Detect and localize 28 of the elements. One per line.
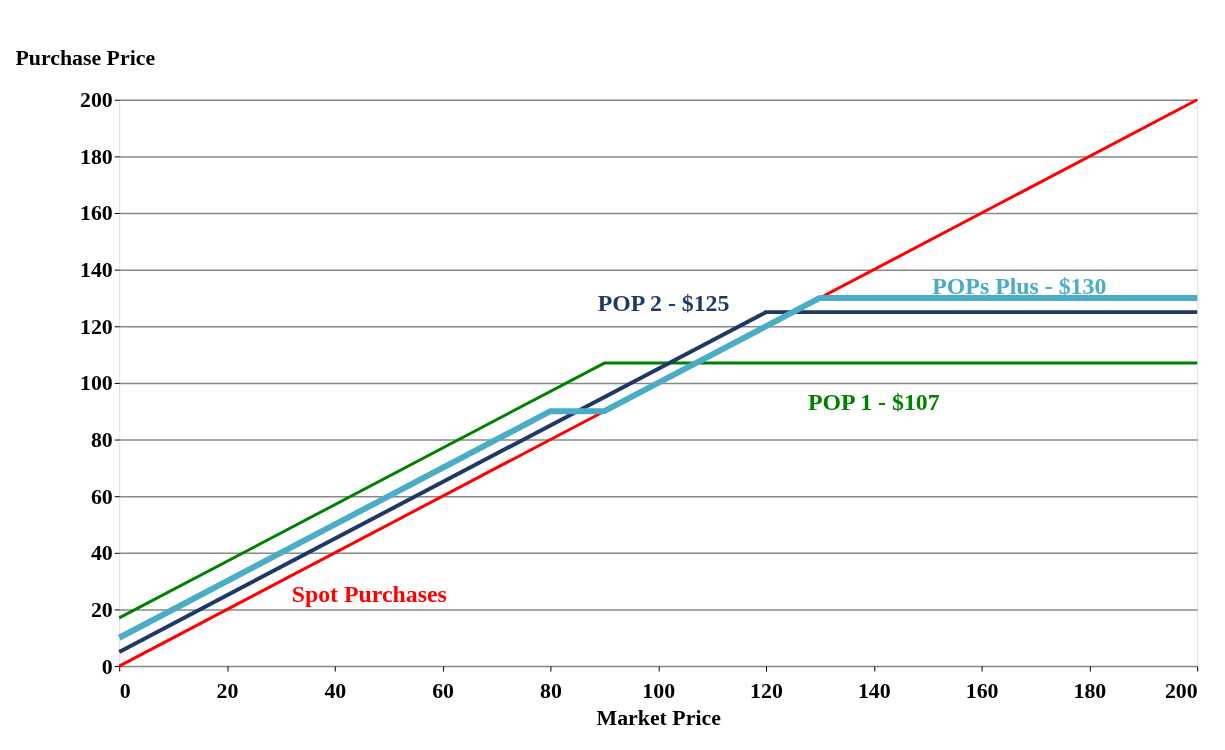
y-axis-title: Purchase Price [15,46,156,71]
x-tick-label: 140 [857,679,891,704]
y-tick-label: 80 [90,428,113,452]
x-tick-label: 40 [324,679,347,704]
y-tick-label: 40 [90,541,113,566]
x-tick-label: 20 [216,679,239,704]
y-tick-label: 120 [80,314,113,339]
y-tick-label: 100 [80,371,113,396]
x-tick-label: 180 [1073,679,1107,704]
y-tick-label: 140 [80,258,113,283]
x-tick-label: 200 [1164,679,1198,704]
series-label: POPs Plus - $130 [932,272,1107,299]
y-tick-label: 180 [80,144,113,169]
x-tick-label: 120 [750,679,783,704]
y-tick-label: 200 [80,88,113,113]
y-tick-label: 60 [90,484,113,509]
series-label: Spot Purchases [291,581,447,608]
y-tick-label: 0 [101,654,113,679]
x-tick-label: 160 [965,679,999,704]
x-axis-title: Market Price [596,706,722,731]
x-tick-label: 60 [432,679,455,704]
x-tick-label: 0 [119,679,131,704]
y-tick-label: 20 [90,597,113,622]
y-tick-label: 160 [80,201,113,226]
x-tick-label: 100 [642,679,676,704]
series-label: POP 1 - $107 [807,388,940,415]
series-label: POP 2 - $125 [597,289,730,316]
x-tick-label: 80 [539,679,562,704]
